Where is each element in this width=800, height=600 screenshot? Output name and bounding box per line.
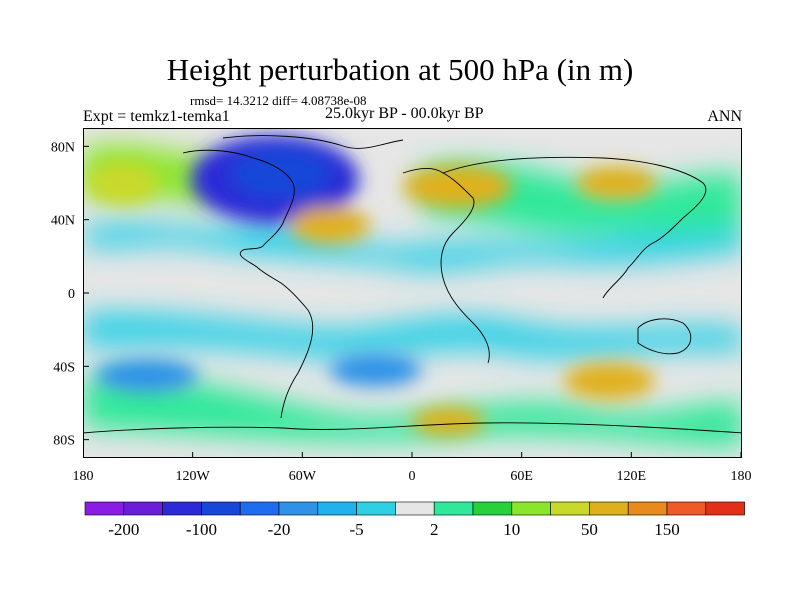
coastlines <box>83 135 741 434</box>
south-atlantic-low <box>329 353 422 387</box>
y-tick-label: 80S <box>53 434 75 449</box>
x-tick-label: 120W <box>176 469 211 484</box>
colorbar-label: -200 <box>108 520 139 539</box>
colorbar-boxes <box>84 501 745 516</box>
y-tick-label: 40S <box>53 360 75 375</box>
colorbar-box <box>278 501 319 516</box>
colorbar-box <box>162 501 202 516</box>
x-tick-label: 60W <box>289 469 317 484</box>
southern-subtropical-band <box>83 312 741 359</box>
colorbar: -200 -100 -20 -5 2 10 50 150 <box>84 501 745 539</box>
colorbar-labels: -200 -100 -20 -5 2 10 50 150 <box>108 520 680 539</box>
season-label: ANN <box>707 108 742 125</box>
x-tick-label: 120E <box>617 469 647 484</box>
colorbar-box <box>239 501 280 516</box>
siberia-high <box>576 166 657 200</box>
north-pacific-high <box>86 161 160 205</box>
colorbar-box <box>550 501 590 516</box>
map-axes <box>83 145 742 458</box>
colorbar-label: 2 <box>430 520 439 539</box>
colorbar-box <box>84 501 125 516</box>
colorbar-label: 50 <box>581 520 598 539</box>
arctic-coastline <box>222 135 404 149</box>
southern-ocean-band <box>83 375 741 448</box>
colorbar-box <box>472 501 513 516</box>
colorbar-box <box>317 501 357 516</box>
colorbar-box <box>433 501 474 516</box>
colorbar-box <box>705 501 745 516</box>
y-tick-label: 0 <box>68 287 75 302</box>
colorbar-box <box>395 501 435 516</box>
period-label: 25.0kyr BP - 00.0kyr BP <box>325 105 484 122</box>
colorbar-box <box>666 501 707 516</box>
chart-title: Height perturbation at 500 hPa (in m) <box>166 52 634 87</box>
experiment-label: Expt = temkz1-temka1 <box>83 108 230 125</box>
europe-high <box>402 164 513 209</box>
colorbar-label: 150 <box>654 520 680 539</box>
north-america-low-core <box>229 148 332 200</box>
antarctica-coastline <box>83 422 741 434</box>
y-tick-label: 40N <box>51 214 75 229</box>
colorbar-label: 10 <box>503 520 520 539</box>
colorbar-box <box>356 501 396 516</box>
northern-subtropical-band <box>83 219 741 271</box>
north-atlantic-high <box>289 206 370 244</box>
colorbar-label: -100 <box>186 520 217 539</box>
colorbar-box <box>627 501 668 516</box>
x-tick-label: 180 <box>731 469 752 484</box>
asia-coastline <box>442 156 707 299</box>
colorbar-box <box>511 501 551 516</box>
x-tick-label: 0 <box>409 469 416 484</box>
southern-ocean-high <box>412 406 486 437</box>
field-layer <box>83 128 741 458</box>
colorbar-box <box>589 501 629 516</box>
colorbar-label: -5 <box>350 520 364 539</box>
x-tick-label: 60E <box>510 469 533 484</box>
americas-coastline <box>182 149 314 419</box>
colorbar-label: -20 <box>268 520 291 539</box>
stats-label: rmsd= 14.3212 diff= 4.08738e-08 <box>190 93 367 108</box>
australia-coastline <box>637 318 692 355</box>
south-pacific-low <box>95 359 199 392</box>
contour-map <box>83 128 742 458</box>
colorbar-box <box>201 501 241 516</box>
indian-ocean-south-high <box>563 362 656 400</box>
x-tick-label: 180 <box>73 469 94 484</box>
colorbar-box <box>123 501 163 516</box>
y-tick-label: 80N <box>51 140 75 155</box>
